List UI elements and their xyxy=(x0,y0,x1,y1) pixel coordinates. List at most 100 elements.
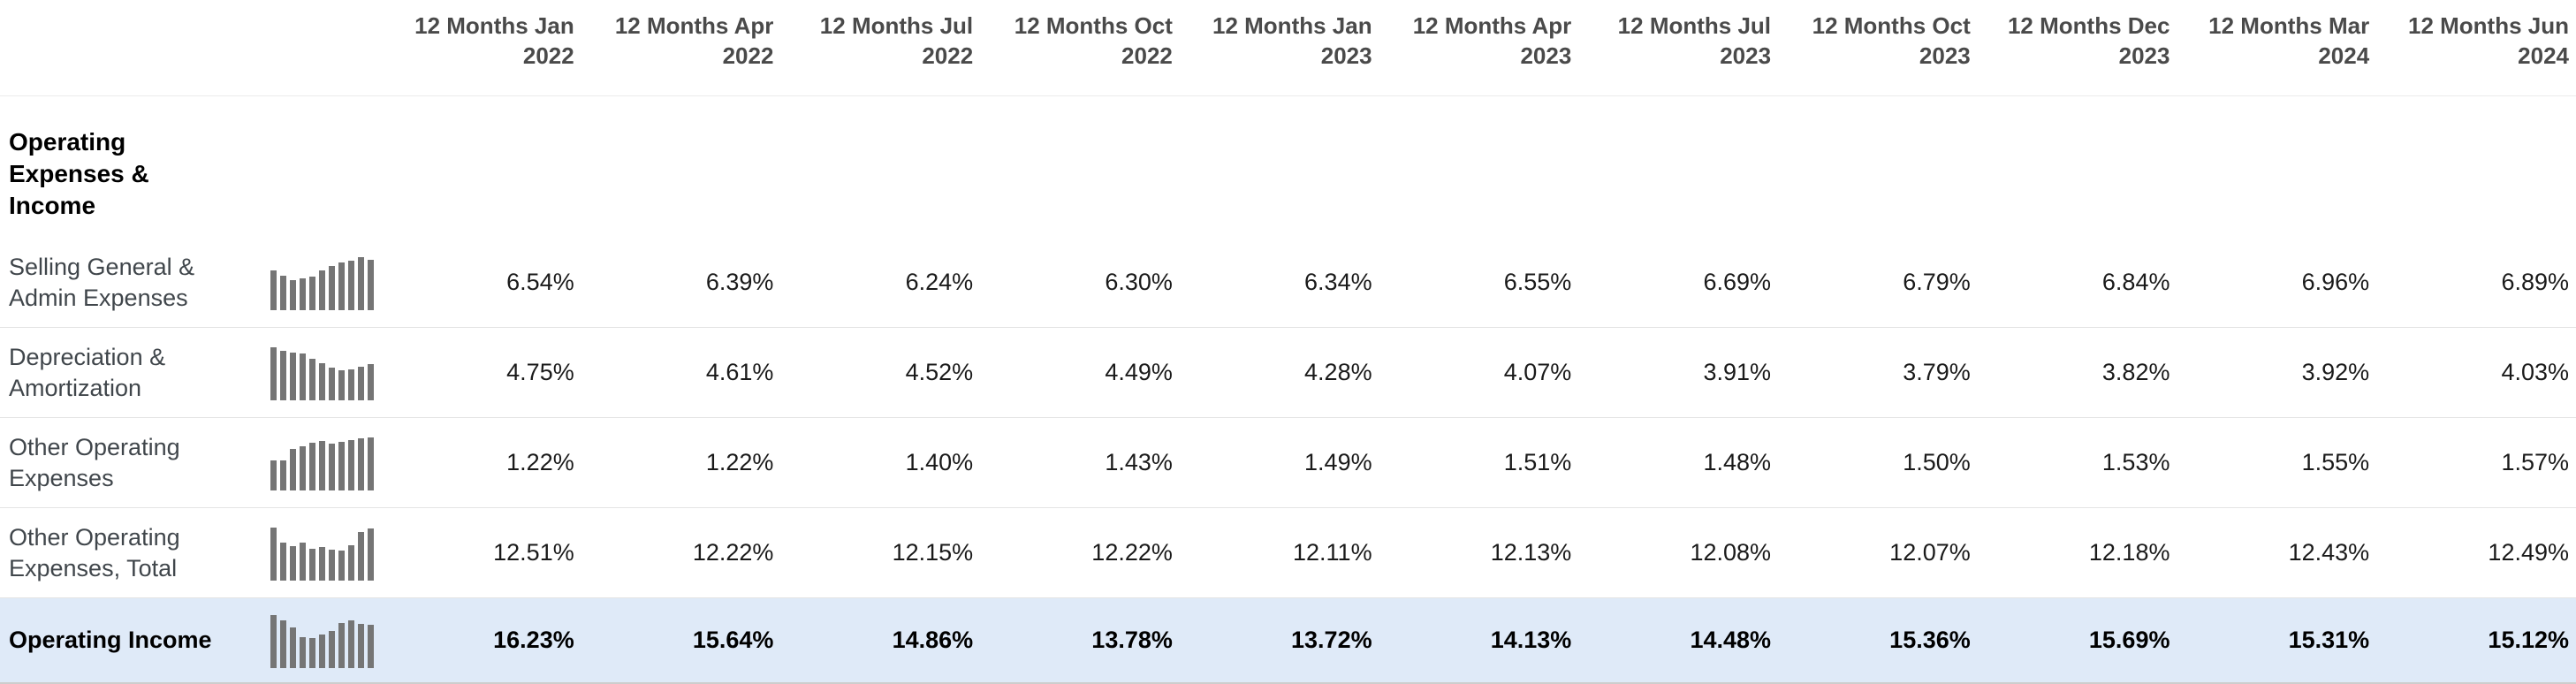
row-label: Selling General & Admin Expenses xyxy=(9,253,195,311)
metric-value-cell: 12.43% xyxy=(2177,507,2377,598)
section-spacer xyxy=(265,96,382,239)
metric-value-cell: 15.36% xyxy=(1778,597,1978,684)
sparkline-bar xyxy=(270,346,277,400)
row-label: Depreciation & Amortization xyxy=(9,343,166,401)
row-label-cell: Other Operating Expenses, Total xyxy=(0,507,265,598)
sparkline-cell xyxy=(265,417,382,508)
table-header-row: 12 Months Jan 2022 12 Months Apr 2022 12 Mon… xyxy=(0,0,2576,96)
metric-value-cell: 1.57% xyxy=(2376,417,2576,508)
sparkline-mini-bar-chart[interactable] xyxy=(265,346,382,400)
column-header-year-text: 2024 xyxy=(2318,42,2370,69)
sparkline-bar xyxy=(300,636,306,668)
metric-value-cell: 6.69% xyxy=(1578,238,1779,328)
section-spacer xyxy=(1379,96,1579,239)
metric-value-cell: 6.39% xyxy=(581,238,781,328)
metric-value-cell: 12.15% xyxy=(780,507,981,598)
sparkline-mini-bar-chart[interactable] xyxy=(265,255,382,310)
metric-value-cell: 1.48% xyxy=(1578,417,1779,508)
metric-value-cell: 6.24% xyxy=(780,238,981,328)
column-header-year-text: 2023 xyxy=(1720,42,1772,69)
metric-value-cell: 15.12% xyxy=(2376,597,2576,684)
sparkline-bar xyxy=(319,270,325,310)
sparkline-bar xyxy=(270,270,277,310)
metric-value-cell: 3.92% xyxy=(2177,327,2377,418)
sparkline-bar xyxy=(358,531,364,581)
sparkline-cell xyxy=(265,597,382,684)
column-header-year-text: 2023 xyxy=(1520,42,1572,69)
column-header-period-text: 12 Months Apr xyxy=(614,12,774,39)
sparkline-bar xyxy=(280,619,286,668)
column-header-period-text: 12 Months Jan xyxy=(414,12,574,39)
table-row: Selling General & Admin Expenses 6.54% 6.3… xyxy=(0,238,2576,328)
column-header-period: 12 Months Jan 2022 xyxy=(382,0,581,96)
sparkline-bar xyxy=(309,548,315,581)
metric-value-cell: 12.08% xyxy=(1578,507,1779,598)
metric-value-cell: 1.40% xyxy=(780,417,981,508)
sparkline-mini-bar-chart[interactable] xyxy=(265,526,382,581)
column-header-period-text: 12 Months Oct xyxy=(1812,12,1971,39)
column-header-period: 12 Months Jun 2024 xyxy=(2376,0,2576,96)
sparkline-bar xyxy=(338,369,345,400)
sparkline-bar xyxy=(329,265,335,310)
row-label: Other Operating Expenses xyxy=(9,433,180,491)
sparkline-bar xyxy=(329,443,335,490)
column-header-period: 12 Months Apr 2023 xyxy=(1379,0,1579,96)
sparkline-bar xyxy=(270,460,277,490)
sparkline-bar xyxy=(368,528,374,581)
metric-value-cell: 1.50% xyxy=(1778,417,1978,508)
column-header-period-text: 12 Months Dec xyxy=(2007,12,2170,39)
table-row: Depreciation & Amortization 4.75% 4.61% 4.5… xyxy=(0,327,2576,418)
sparkline-bar xyxy=(368,259,374,310)
column-header-period-text: 12 Months Jul xyxy=(819,12,974,39)
metric-value-cell: 15.31% xyxy=(2177,597,2377,684)
metric-value-cell: 1.22% xyxy=(581,417,781,508)
column-header-period-text: 12 Months Jul xyxy=(1617,12,1772,39)
table-row: Other Operating Expenses, Total 12.51% 12.… xyxy=(0,507,2576,598)
metric-value-cell: 6.79% xyxy=(1778,238,1978,328)
metric-value-cell: 6.54% xyxy=(382,238,581,328)
section-spacer xyxy=(2177,96,2376,239)
metric-value-cell: 3.82% xyxy=(1977,327,2177,418)
metric-value-cell: 15.64% xyxy=(581,597,781,684)
section-spacer xyxy=(980,96,1180,239)
sparkline-bar xyxy=(329,367,335,400)
sparkline-bar xyxy=(290,448,296,490)
table-row: Other Operating Expenses 1.22% 1.22% 1.40% 1… xyxy=(0,417,2576,508)
sparkline-bar xyxy=(280,275,286,310)
sparkline-mini-bar-chart[interactable] xyxy=(265,613,382,668)
column-header-period-text: 12 Months Jan xyxy=(1212,12,1372,39)
metric-value-cell: 3.91% xyxy=(1578,327,1779,418)
metric-value-cell: 12.13% xyxy=(1379,507,1579,598)
metric-value-cell: 1.43% xyxy=(980,417,1180,508)
sparkline-bar xyxy=(280,350,286,400)
section-header-cell: Operating Expenses & Income xyxy=(0,96,265,239)
sparkline-mini-bar-chart[interactable] xyxy=(265,436,382,490)
metric-value-cell: 4.49% xyxy=(980,327,1180,418)
row-label-cell: Other Operating Expenses xyxy=(0,417,265,508)
sparkline-bar xyxy=(338,262,345,310)
sparkline-bar xyxy=(348,544,354,581)
section-title: Operating Expenses & Income xyxy=(9,128,149,219)
section-spacer xyxy=(1978,96,2177,239)
metric-value-cell: 6.96% xyxy=(2177,238,2377,328)
metric-value-cell: 4.61% xyxy=(581,327,781,418)
column-header-year-text: 2023 xyxy=(2118,42,2170,69)
sparkline-bar xyxy=(270,527,277,581)
metric-value-cell: 16.23% xyxy=(382,597,581,684)
section-header-row: Operating Expenses & Income xyxy=(0,96,2576,239)
metric-value-cell: 6.55% xyxy=(1379,238,1579,328)
sparkline-bar xyxy=(300,542,306,581)
sparkline-bar xyxy=(358,366,364,400)
metric-value-cell: 12.07% xyxy=(1778,507,1978,598)
metric-value-cell: 12.49% xyxy=(2376,507,2576,598)
metric-value-cell: 12.22% xyxy=(980,507,1180,598)
sparkline-bar xyxy=(309,358,315,400)
sparkline-bar xyxy=(290,627,296,668)
metric-value-cell: 12.11% xyxy=(1179,507,1379,598)
section-spacer xyxy=(382,96,581,239)
column-header-year-text: 2023 xyxy=(1919,42,1971,69)
column-header-year-text: 2022 xyxy=(1121,42,1173,69)
column-header-period: 12 Months Oct 2022 xyxy=(980,0,1180,96)
metric-value-cell: 14.48% xyxy=(1578,597,1779,684)
